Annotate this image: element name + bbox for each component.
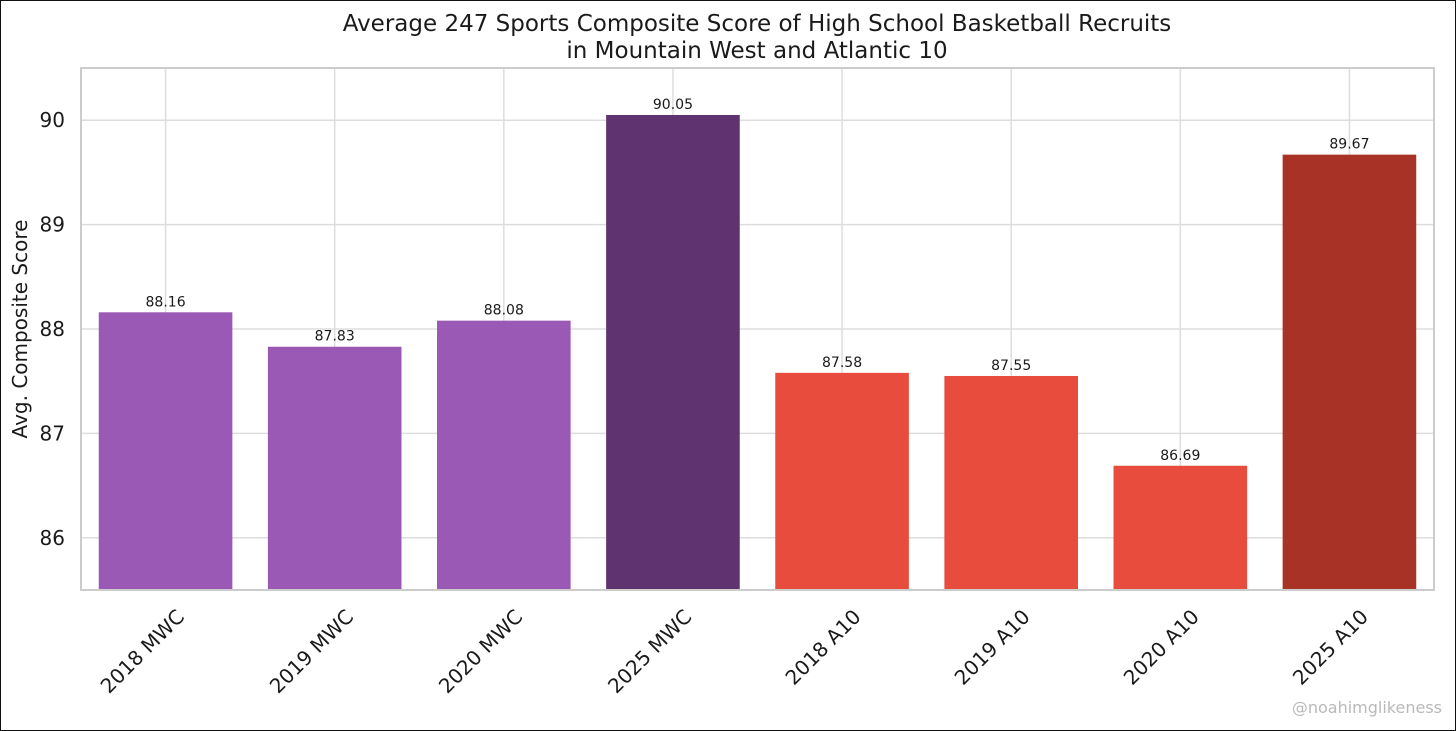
- y-axis-label: Avg. Composite Score: [8, 220, 32, 439]
- x-tick-label: 2025 MWC: [603, 605, 697, 699]
- y-tick-label: 90: [40, 108, 65, 132]
- y-tick-label: 88: [40, 317, 65, 341]
- watermark: @noahimglikeness: [1291, 698, 1442, 717]
- x-tick-labels: 2018 MWC 2019 MWC 2020 MWC 2025 MWC 2018 A10…: [96, 605, 1373, 699]
- bar: [606, 114, 740, 590]
- y-tick-label: 87: [40, 421, 65, 445]
- bar-value-label: 86.69: [1160, 448, 1200, 464]
- y-tick-label: 89: [40, 213, 65, 237]
- bar: [1282, 154, 1417, 591]
- x-tick-label: 2018 A10: [780, 605, 865, 690]
- plot-area-border: [80, 67, 1435, 591]
- x-tick-label: 2020 A10: [1119, 605, 1204, 690]
- bar: [775, 372, 909, 590]
- bars: [98, 114, 1417, 591]
- x-tick-label: 2018 MWC: [96, 605, 190, 699]
- bar: [1113, 465, 1248, 590]
- chart-subtitle: in Mountain West and Atlantic 10: [566, 38, 947, 64]
- bar-value-label: 87.58: [822, 355, 862, 371]
- bar-value-label: 88.08: [484, 303, 524, 319]
- bar-value-label: 89.67: [1329, 137, 1369, 153]
- x-tick-label: 2020 MWC: [434, 605, 528, 699]
- value-labels: 88.16 87.83 88.08 90.05 87.58 87.55 86.69 89.67: [146, 97, 1370, 464]
- bar: [437, 320, 571, 590]
- bar: [944, 375, 1078, 590]
- y-tick-label: 86: [40, 526, 65, 550]
- bar-value-label: 87.55: [991, 358, 1031, 374]
- bar: [98, 312, 233, 590]
- bar-value-label: 87.83: [315, 329, 355, 345]
- y-tick-labels: 86 87 88 89 90: [40, 108, 65, 550]
- bar-value-label: 88.16: [146, 294, 186, 310]
- x-tick-label: 2025 A10: [1288, 605, 1373, 690]
- chart-title: Average 247 Sports Composite Score of Hi…: [343, 11, 1172, 37]
- x-tick-label: 2019 A10: [950, 605, 1035, 690]
- bar-value-label: 90.05: [653, 97, 693, 113]
- x-tick-label: 2019 MWC: [265, 605, 359, 699]
- bar: [267, 346, 402, 590]
